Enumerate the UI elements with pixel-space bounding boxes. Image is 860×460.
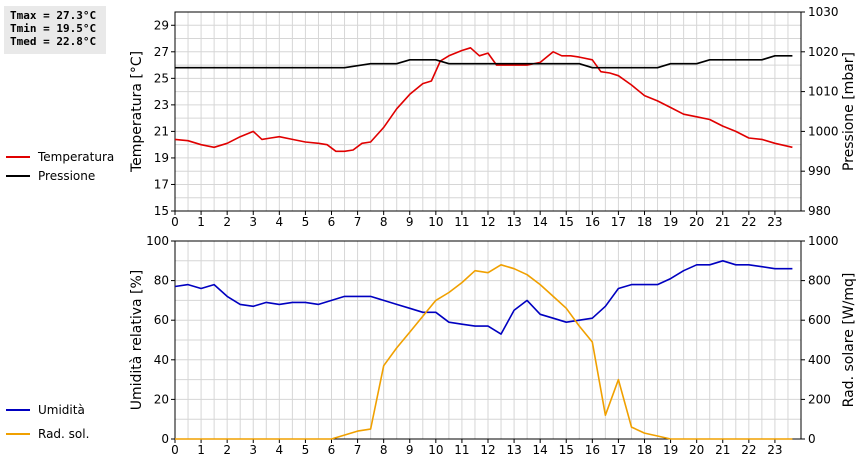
panel2-y-axis-label: Umidità relativa [%] <box>129 270 145 411</box>
panel2-x-tick-label: 18 <box>637 443 652 457</box>
panel1-x-tick-label: 8 <box>380 215 388 229</box>
panel1-legend-label-2: Pressione <box>38 169 95 183</box>
panel2-x-tick-label: 4 <box>276 443 284 457</box>
panel2-legend-label-1: Umidità <box>38 403 85 417</box>
panel2-y2-tick-label: 600 <box>808 313 831 327</box>
panel2-y2-tick-label: 800 <box>808 274 831 288</box>
panel1-x-tick-label: 12 <box>480 215 495 229</box>
panel1-x-tick-label: 0 <box>171 215 179 229</box>
panel2-x-tick-label: 11 <box>454 443 469 457</box>
panel1-series-2-line <box>175 54 793 69</box>
panel1-x-tick-label: 13 <box>506 215 521 229</box>
panel1-y-tick-label: 15 <box>154 204 169 218</box>
panel1-x-tick-label: 20 <box>689 215 704 229</box>
panel1-x-tick-label: 16 <box>585 215 600 229</box>
panel2-legend-label-2: Rad. sol. <box>38 427 89 441</box>
panel1-x-tick-label: 9 <box>406 215 414 229</box>
panel2-y2-tick-label: 200 <box>808 392 831 406</box>
panel2-x-tick-label: 7 <box>354 443 362 457</box>
panel1-y-tick-label: 27 <box>154 45 169 59</box>
panel2-x-tick-label: 22 <box>741 443 756 457</box>
panel1-x-tick-label: 6 <box>328 215 336 229</box>
panel1-y-tick-label: 21 <box>154 124 169 138</box>
panel1-x-tick-label: 23 <box>767 215 782 229</box>
panel2-y-tick-label: 0 <box>161 432 169 446</box>
panel1-x-tick-label: 17 <box>611 215 626 229</box>
panel2-x-tick-label: 6 <box>328 443 336 457</box>
tmin-text: Tmin = 19.5°C <box>10 22 97 35</box>
panel1-x-tick-label: 14 <box>533 215 548 229</box>
panel2-series-2-line <box>175 263 793 440</box>
panel2-x-tick-label: 15 <box>559 443 574 457</box>
tmax-text: Tmax = 27.3°C <box>10 9 97 22</box>
panel2-x-tick-label: 2 <box>223 443 231 457</box>
panel1-x-tick-label: 7 <box>354 215 362 229</box>
stats-box: Tmax = 27.3°C Tmin = 19.5°C Tmed = 22.8°… <box>4 6 106 54</box>
panel1-series-1-line <box>174 46 793 153</box>
panel2-x-tick-label: 0 <box>171 443 179 457</box>
panel1-y-tick-label: 25 <box>154 71 169 85</box>
panel1-x-tick-label: 4 <box>276 215 284 229</box>
panel1-x-tick-label: 22 <box>741 215 756 229</box>
panel1-x-tick-label: 21 <box>715 215 730 229</box>
panel2-x-tick-label: 19 <box>663 443 678 457</box>
panel1-y2-tick-label: 1030 <box>808 5 839 19</box>
panel1-x-tick-label: 15 <box>559 215 574 229</box>
panel2-x-tick-label: 21 <box>715 443 730 457</box>
panel1-y-tick-label: 19 <box>154 151 169 165</box>
panel1-x-tick-label: 2 <box>223 215 231 229</box>
panel1-y-tick-label: 29 <box>154 18 169 32</box>
panel2-y2-axis-label: Rad. solare [W/mq] <box>841 273 857 408</box>
panel1-y2-tick-label: 1020 <box>808 45 839 59</box>
panel2-series-1-line <box>174 259 793 335</box>
panel2-x-tick-label: 3 <box>249 443 257 457</box>
panel1-legend-label-1: Temperatura <box>37 150 114 164</box>
panel2-y-tick-label: 60 <box>154 313 169 327</box>
panel1-y2-tick-label: 1010 <box>808 85 839 99</box>
panel1-y-axis-label: Temperatura [°C] <box>129 51 145 173</box>
panel2-y2-tick-label: 1000 <box>808 234 839 248</box>
panel2-x-tick-label: 13 <box>506 443 521 457</box>
panel1-y2-axis-label: Pressione [mbar] <box>841 52 857 171</box>
panel2-y-tick-label: 20 <box>154 392 169 406</box>
panel2-y2-tick-label: 400 <box>808 353 831 367</box>
panel2-x-tick-label: 17 <box>611 443 626 457</box>
panel2-x-tick-label: 23 <box>767 443 782 457</box>
panel1-x-tick-label: 19 <box>663 215 678 229</box>
panel2-x-tick-label: 5 <box>302 443 310 457</box>
panel2-x-tick-label: 20 <box>689 443 704 457</box>
panel1-x-tick-label: 10 <box>428 215 443 229</box>
panel2-y-tick-label: 100 <box>146 234 169 248</box>
panel2-x-tick-label: 9 <box>406 443 414 457</box>
panel1-x-tick-label: 1 <box>197 215 205 229</box>
tmed-text: Tmed = 22.8°C <box>10 35 97 48</box>
panel1-x-tick-label: 5 <box>302 215 310 229</box>
panel2-x-tick-label: 12 <box>480 443 495 457</box>
panel2-y-tick-label: 80 <box>154 274 169 288</box>
panel2-y2-tick-label: 0 <box>808 432 816 446</box>
panel1-y2-tick-label: 1000 <box>808 124 839 138</box>
panel1-y-tick-label: 23 <box>154 98 169 112</box>
panel2-x-tick-label: 10 <box>428 443 443 457</box>
panel1-x-tick-label: 18 <box>637 215 652 229</box>
panel2-x-tick-label: 1 <box>197 443 205 457</box>
panel2-x-tick-label: 14 <box>533 443 548 457</box>
panel1-y2-tick-label: 990 <box>808 164 831 178</box>
panel1-x-tick-label: 11 <box>454 215 469 229</box>
panel2-y-tick-label: 40 <box>154 353 169 367</box>
panel1-y2-tick-label: 980 <box>808 204 831 218</box>
panel2-x-tick-label: 8 <box>380 443 388 457</box>
panel2-x-tick-label: 16 <box>585 443 600 457</box>
panel1-y-tick-label: 17 <box>154 177 169 191</box>
panel1-x-tick-label: 3 <box>249 215 257 229</box>
